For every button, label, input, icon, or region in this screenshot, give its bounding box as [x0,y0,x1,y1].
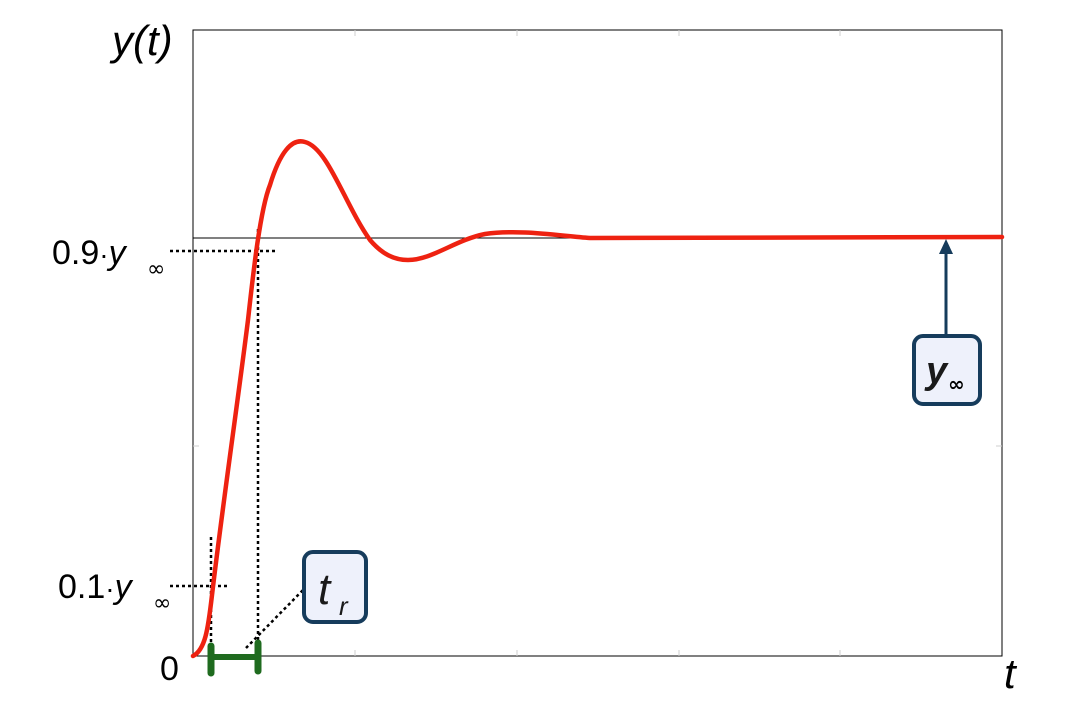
rise-time-callout-box [302,550,368,624]
lower-level-prefix: 0.1 [58,568,105,606]
upper-level-subscript: ∞ [147,257,165,282]
rise-guides [170,229,306,656]
lower-level-label: 0.1·y [58,568,134,606]
origin-label: 0 [160,650,179,688]
lower-level-subscript: ∞ [153,591,171,616]
rise-time-callout-symbol: t [318,565,332,614]
upper-level-dot: · [99,239,108,270]
steady-state-callout-subscript: ∞ [948,372,965,396]
steady-state-callout-symbol: y [924,350,949,392]
rise-time-callout-subscript: r [339,591,349,621]
rise-time-bar [207,639,262,677]
steady-state-callout-box [912,334,982,406]
upper-level-symbol: y [107,234,128,272]
tr-callout-leader [245,587,306,649]
x-axis-title: t [1004,650,1018,697]
lower-level-symbol: y [113,568,134,606]
y-axis-title: y(t) [109,17,173,64]
response-curve [190,139,1005,659]
lower-level-dot: · [105,573,114,604]
upper-level-label: 0.9·y [52,234,128,272]
upper-level-prefix: 0.9 [52,234,99,272]
arrow-up-icon [939,239,953,336]
steady-state-arrow-head [939,239,953,254]
plot-frame [192,29,1003,657]
